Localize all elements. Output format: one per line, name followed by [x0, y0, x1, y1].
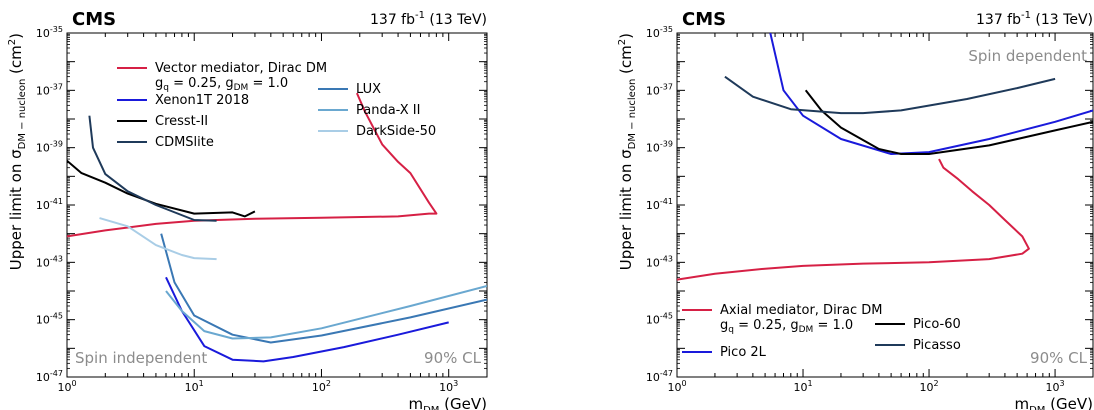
- luminosity-label: 137 fb-1 (13 TeV): [370, 10, 487, 28]
- x-tick-label: 100: [667, 379, 686, 394]
- x-tick-label: 101: [185, 379, 204, 394]
- y-tick-label: 10-35: [646, 25, 673, 40]
- y-tick-label: 10-43: [36, 254, 63, 269]
- series-line-panda-x-ii: [165, 285, 487, 340]
- series-group: [67, 92, 487, 363]
- legend-label: Picasso: [913, 338, 961, 353]
- y-tick-label: 10-45: [36, 312, 63, 327]
- x-tick-label: 102: [312, 379, 331, 394]
- y-tick-label: 10-45: [646, 312, 673, 327]
- y-axis-label: Upper limit on σDM − nucleon (cm2): [617, 33, 638, 270]
- y-axis-label: Upper limit on σDM − nucleon (cm2): [7, 33, 28, 270]
- luminosity-label: 137 fb-1 (13 TeV): [976, 10, 1093, 28]
- legend-item: LUX: [318, 82, 381, 97]
- legend-item: Picasso: [875, 338, 961, 353]
- x-tick-label: 103: [1046, 379, 1065, 394]
- annotation-spin: Spin dependent: [968, 47, 1087, 65]
- legend-label: Axial mediator, Dirac DM: [720, 303, 883, 318]
- panel-spin-independent: 100 101 102 103 10-47 10-45 10-43 10-41 10-39 10-…: [7, 9, 488, 410]
- y-tick-label: 10-37: [36, 82, 63, 97]
- y-tick-label: 10-37: [646, 82, 673, 97]
- annotation-cl: 90% CL: [424, 349, 482, 367]
- y-tick-label: 10-39: [36, 140, 63, 155]
- series-line-axial-mediator-dirac-dm: [677, 158, 1030, 281]
- y-tick-label: 10-35: [36, 25, 63, 40]
- legend-label: LUX: [356, 82, 381, 97]
- series-line-cdmslite: [88, 115, 217, 222]
- legend-label: Panda-X II: [356, 103, 420, 118]
- y-tick-label: 10-41: [646, 197, 673, 212]
- legend-label: DarkSide-50: [356, 124, 436, 139]
- legend-couplings: gq = 0.25, gDM = 1.0: [155, 76, 288, 93]
- legend-item: DarkSide-50: [318, 124, 436, 139]
- x-axis-label: mDM (GeV): [408, 395, 487, 410]
- x-axis-label: mDM (GeV): [1014, 395, 1093, 410]
- legend-label: CDMSlite: [155, 135, 214, 150]
- legend-label: Xenon1T 2018: [155, 93, 249, 108]
- annotation-spin: Spin independent: [75, 349, 207, 367]
- x-tick-label: 100: [57, 379, 76, 394]
- legend-label: Pico-60: [913, 317, 961, 332]
- series-line-picasso: [724, 75, 1056, 115]
- series-line-vector-mediator-dirac-dm: [67, 92, 438, 238]
- x-tick-label: 102: [919, 379, 938, 394]
- x-tick-label: 101: [793, 379, 812, 394]
- legend-label: Vector mediator, Dirac DM: [155, 61, 327, 76]
- y-tick-label: 10-41: [36, 197, 63, 212]
- legend-item: CDMSlite: [117, 135, 214, 150]
- cms-label: CMS: [682, 9, 726, 30]
- legend-item: Cresst-II: [117, 114, 208, 129]
- legend-item: Pico 2L: [682, 345, 767, 360]
- legend-couplings: gq = 0.25, gDM = 1.0: [720, 318, 853, 335]
- legend-label: Cresst-II: [155, 114, 208, 129]
- cms-label: CMS: [72, 9, 116, 30]
- series-line-cresst-ii: [67, 159, 256, 218]
- panel-spin-dependent: 100 101 102 103 10-47 10-45 10-43 10-41 10-39 10-…: [617, 9, 1094, 410]
- legend-item: Xenon1T 2018: [117, 93, 249, 108]
- legend-item: Pico-60: [875, 317, 961, 332]
- y-tick-label: 10-39: [646, 140, 673, 155]
- series-line-darkside-50: [99, 217, 217, 261]
- series-line-lux: [160, 233, 487, 344]
- x-tick-label: 103: [439, 379, 458, 394]
- series-group: [677, 33, 1093, 281]
- series-line-pico-60: [804, 89, 1093, 155]
- y-tick-label: 10-47: [646, 369, 673, 384]
- legend-item: Panda-X II: [318, 103, 420, 118]
- annotation-cl: 90% CL: [1030, 349, 1088, 367]
- series-line-xenon1t-2018: [165, 276, 449, 363]
- legend-label: Pico 2L: [720, 345, 767, 360]
- y-tick-label: 10-47: [36, 369, 63, 384]
- y-tick-label: 10-43: [646, 254, 673, 269]
- series-line-pico-2l: [769, 33, 1093, 155]
